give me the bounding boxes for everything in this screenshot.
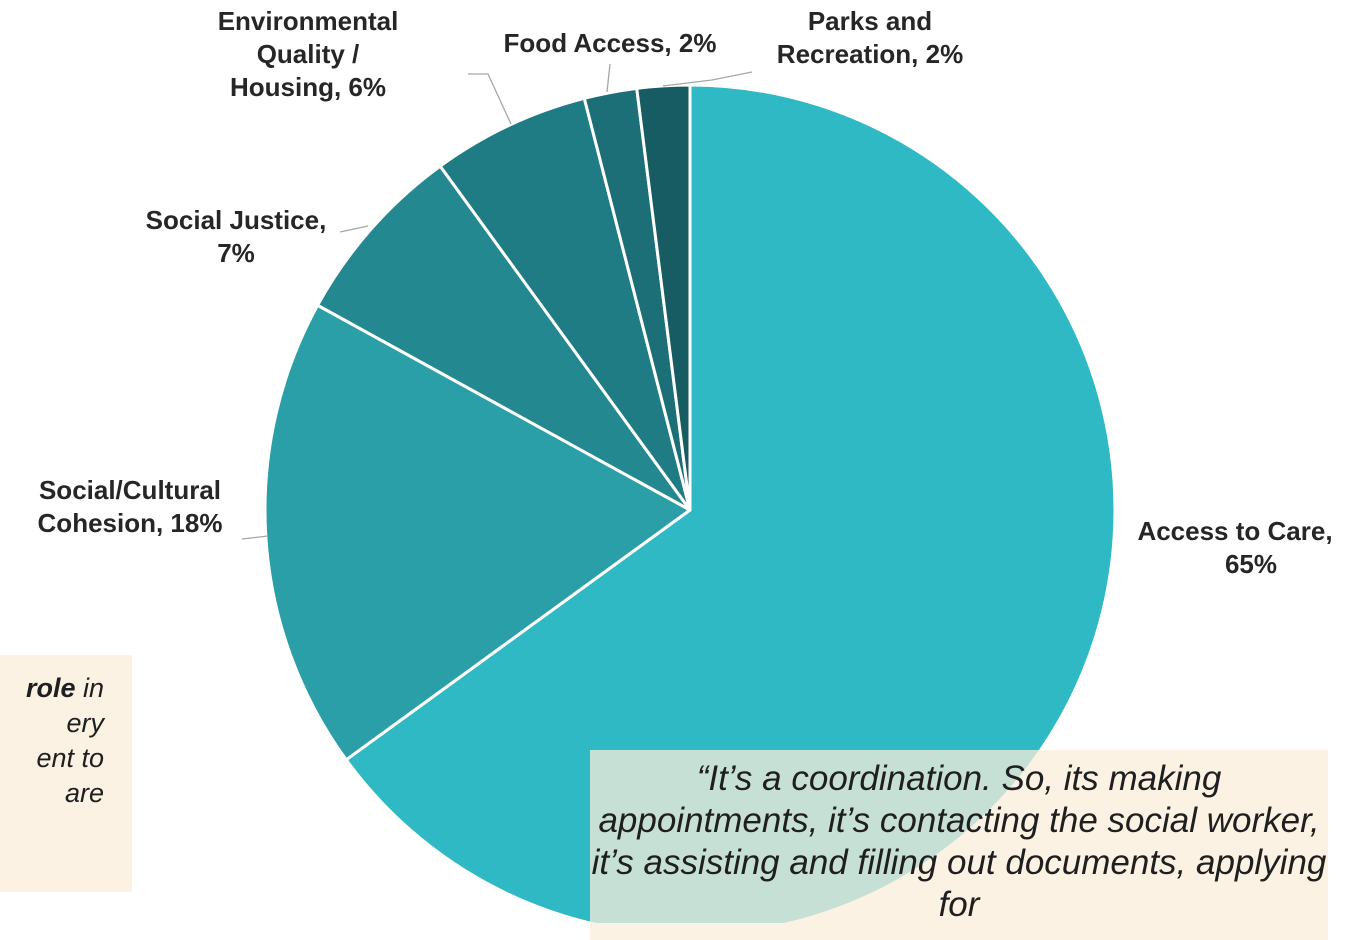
leader-line-environmental [468, 73, 512, 125]
pie-slices [263, 83, 1117, 923]
leader-line-social-cultural [241, 535, 269, 540]
quote-left-line: are [64, 778, 104, 809]
leader-line-parks [662, 71, 753, 87]
leader-line-food-access [606, 63, 611, 93]
label-parks-and-recreation: Parks and Recreation, 2% [745, 5, 995, 71]
quote-left-line: ent to [36, 743, 104, 774]
label-line: Social Justice, [145, 205, 327, 235]
leader-lines [241, 63, 753, 540]
label-access-to-care: Access to Care, 65% [1110, 515, 1360, 581]
label-line: Environmental [217, 6, 399, 36]
label-line: Social/Cultural [38, 475, 222, 505]
label-line: 65% [1224, 549, 1278, 580]
pie-slice-environmental-quality-housing [438, 96, 692, 512]
quote-box-right: “It’s a coordination. So, its making app… [590, 750, 1328, 940]
quote-left-rest: in [75, 673, 104, 703]
quote-left-line: ery [66, 708, 104, 739]
label-food-access: Food Access, 2% [470, 27, 750, 60]
label-social-justice: Social Justice, 7% [106, 204, 366, 270]
quote-box-left: role in ery ent to are [0, 655, 132, 892]
label-line: Food Access, 2% [503, 28, 717, 58]
label-line: Parks and [807, 6, 933, 36]
pie-slice-access-to-care [344, 83, 1117, 923]
leader-line-social-justice [339, 225, 369, 233]
label-line: 7% [217, 238, 255, 269]
label-line: Recreation, 2% [776, 39, 964, 70]
label-line: Cohesion, 18% [37, 508, 223, 539]
quote-right-text: “It’s a coordination. So, its making app… [591, 759, 1327, 924]
quote-left-bold: role [25, 673, 76, 703]
quote-left-line: role in [0, 671, 104, 706]
pie-slice-social-justice [316, 164, 692, 512]
label-line: Quality / [256, 39, 360, 70]
label-line: Housing, 6% [229, 72, 386, 103]
label-social-cultural-cohesion: Social/Cultural Cohesion, 18% [10, 474, 250, 540]
label-line: Access to Care, [1137, 516, 1333, 546]
label-environmental-quality-housing: Environmental Quality / Housing, 6% [178, 5, 438, 104]
